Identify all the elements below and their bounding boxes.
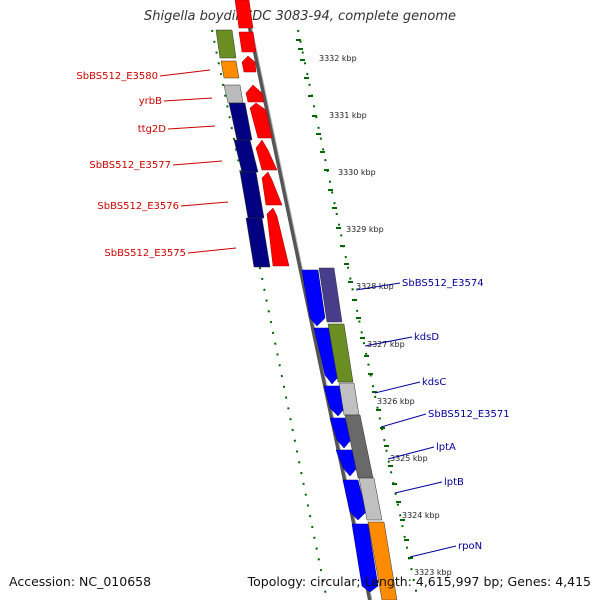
- right-leader-line: [394, 481, 443, 494]
- left-leader-line: [167, 125, 216, 130]
- gene-label[interactable]: kdsC: [422, 377, 446, 388]
- gene-label[interactable]: ttg2D: [138, 124, 167, 135]
- tick-label: 3324 kbp: [402, 511, 440, 520]
- gene-label[interactable]: SbBS512_E3575: [104, 248, 186, 259]
- forward-cds-arrow[interactable]: [342, 479, 367, 521]
- right-leader-line: [374, 381, 421, 394]
- cog-block-navy: [245, 217, 271, 268]
- reverse-cog-track: [215, 29, 271, 268]
- gene-label[interactable]: lptB: [444, 477, 464, 488]
- forward-cds-arrow[interactable]: [351, 523, 379, 593]
- gene-label[interactable]: SbBS512_E3580: [76, 71, 158, 82]
- reverse-cds-arrow[interactable]: [249, 102, 273, 139]
- right-gene-labels: SbBS512_E3574 kdsD kdsC SbBS512_E3571 lptA lp…: [355, 278, 510, 558]
- left-leader-line: [172, 160, 223, 166]
- tick-label: 3329 kbp: [346, 225, 384, 234]
- reverse-cds-arrow[interactable]: [234, 0, 254, 29]
- reverse-cds-arrow[interactable]: [255, 139, 278, 171]
- gene-label[interactable]: kdsD: [414, 332, 439, 343]
- cog-block-gray: [358, 477, 383, 521]
- reverse-cds-arrow[interactable]: [241, 55, 257, 73]
- tick-marks: [296, 39, 413, 559]
- cog-block-purple: [318, 267, 343, 323]
- tick-label: 3326 kbp: [377, 397, 415, 406]
- tick-label: 3331 kbp: [329, 111, 367, 120]
- gene-label[interactable]: SbBS512_E3574: [402, 278, 484, 289]
- right-leader-line: [387, 446, 435, 460]
- cog-block-navy: [228, 102, 253, 141]
- reverse-cds-arrow[interactable]: [238, 31, 257, 53]
- reverse-cds-arrow[interactable]: [245, 84, 265, 103]
- inner-dotted-ring: [211, 29, 328, 600]
- left-leader-line: [180, 201, 229, 207]
- cog-block-navy: [239, 171, 265, 219]
- gene-label[interactable]: lptA: [436, 442, 456, 453]
- right-leader-line: [409, 545, 457, 558]
- outer-dotted-ring: [297, 29, 419, 600]
- accession-text: Accession: NC_010658: [9, 574, 152, 589]
- cog-block-green: [215, 29, 237, 59]
- reverse-cds-arrow[interactable]: [266, 207, 290, 267]
- cog-block-green: [327, 323, 354, 383]
- cog-block-navy: [233, 139, 259, 173]
- forward-cog-track: [318, 267, 398, 600]
- forward-cds-arrow[interactable]: [313, 327, 341, 385]
- left-gene-labels: SbBS512_E3580 yrbB ttg2D SbBS512_E3577 SbBS5…: [76, 69, 237, 259]
- forward-cds-arrow[interactable]: [335, 449, 358, 477]
- map-title: Shigella boydii CDC 3083-94, complete ge…: [143, 9, 457, 24]
- forward-cds-arrow[interactable]: [323, 385, 346, 417]
- gene-label[interactable]: rpoN: [458, 541, 482, 552]
- gene-label[interactable]: yrbB: [139, 96, 162, 107]
- gene-label[interactable]: SbBS512_E3571: [428, 409, 510, 420]
- right-leader-line: [355, 282, 401, 291]
- left-leader-line: [187, 247, 237, 254]
- reverse-cds-track: [234, 0, 290, 267]
- gene-label[interactable]: SbBS512_E3577: [89, 160, 171, 171]
- cog-block-orange: [367, 521, 398, 600]
- forward-cds-arrow[interactable]: [301, 269, 326, 327]
- tick-label: 3327 kbp: [367, 340, 405, 349]
- forward-cds-track: [301, 269, 379, 593]
- cog-block-gray: [223, 84, 244, 104]
- tick-label: 3332 kbp: [319, 54, 357, 63]
- tick-label: 3325 kbp: [390, 454, 428, 463]
- tick-label: 3323 kbp: [414, 568, 452, 577]
- right-leader-line: [364, 336, 413, 347]
- cog-block-orange: [220, 60, 240, 79]
- forward-cds-arrow[interactable]: [329, 417, 352, 449]
- right-leader-line: [380, 413, 427, 428]
- genome-info-text: Topology: circular; Length: 4,615,997 bp…: [247, 574, 591, 589]
- left-leader-line: [163, 97, 213, 102]
- reverse-cds-arrow[interactable]: [261, 171, 283, 206]
- gene-label[interactable]: SbBS512_E3576: [97, 201, 179, 212]
- tick-label: 3330 kbp: [338, 168, 376, 177]
- left-leader-line: [159, 69, 211, 77]
